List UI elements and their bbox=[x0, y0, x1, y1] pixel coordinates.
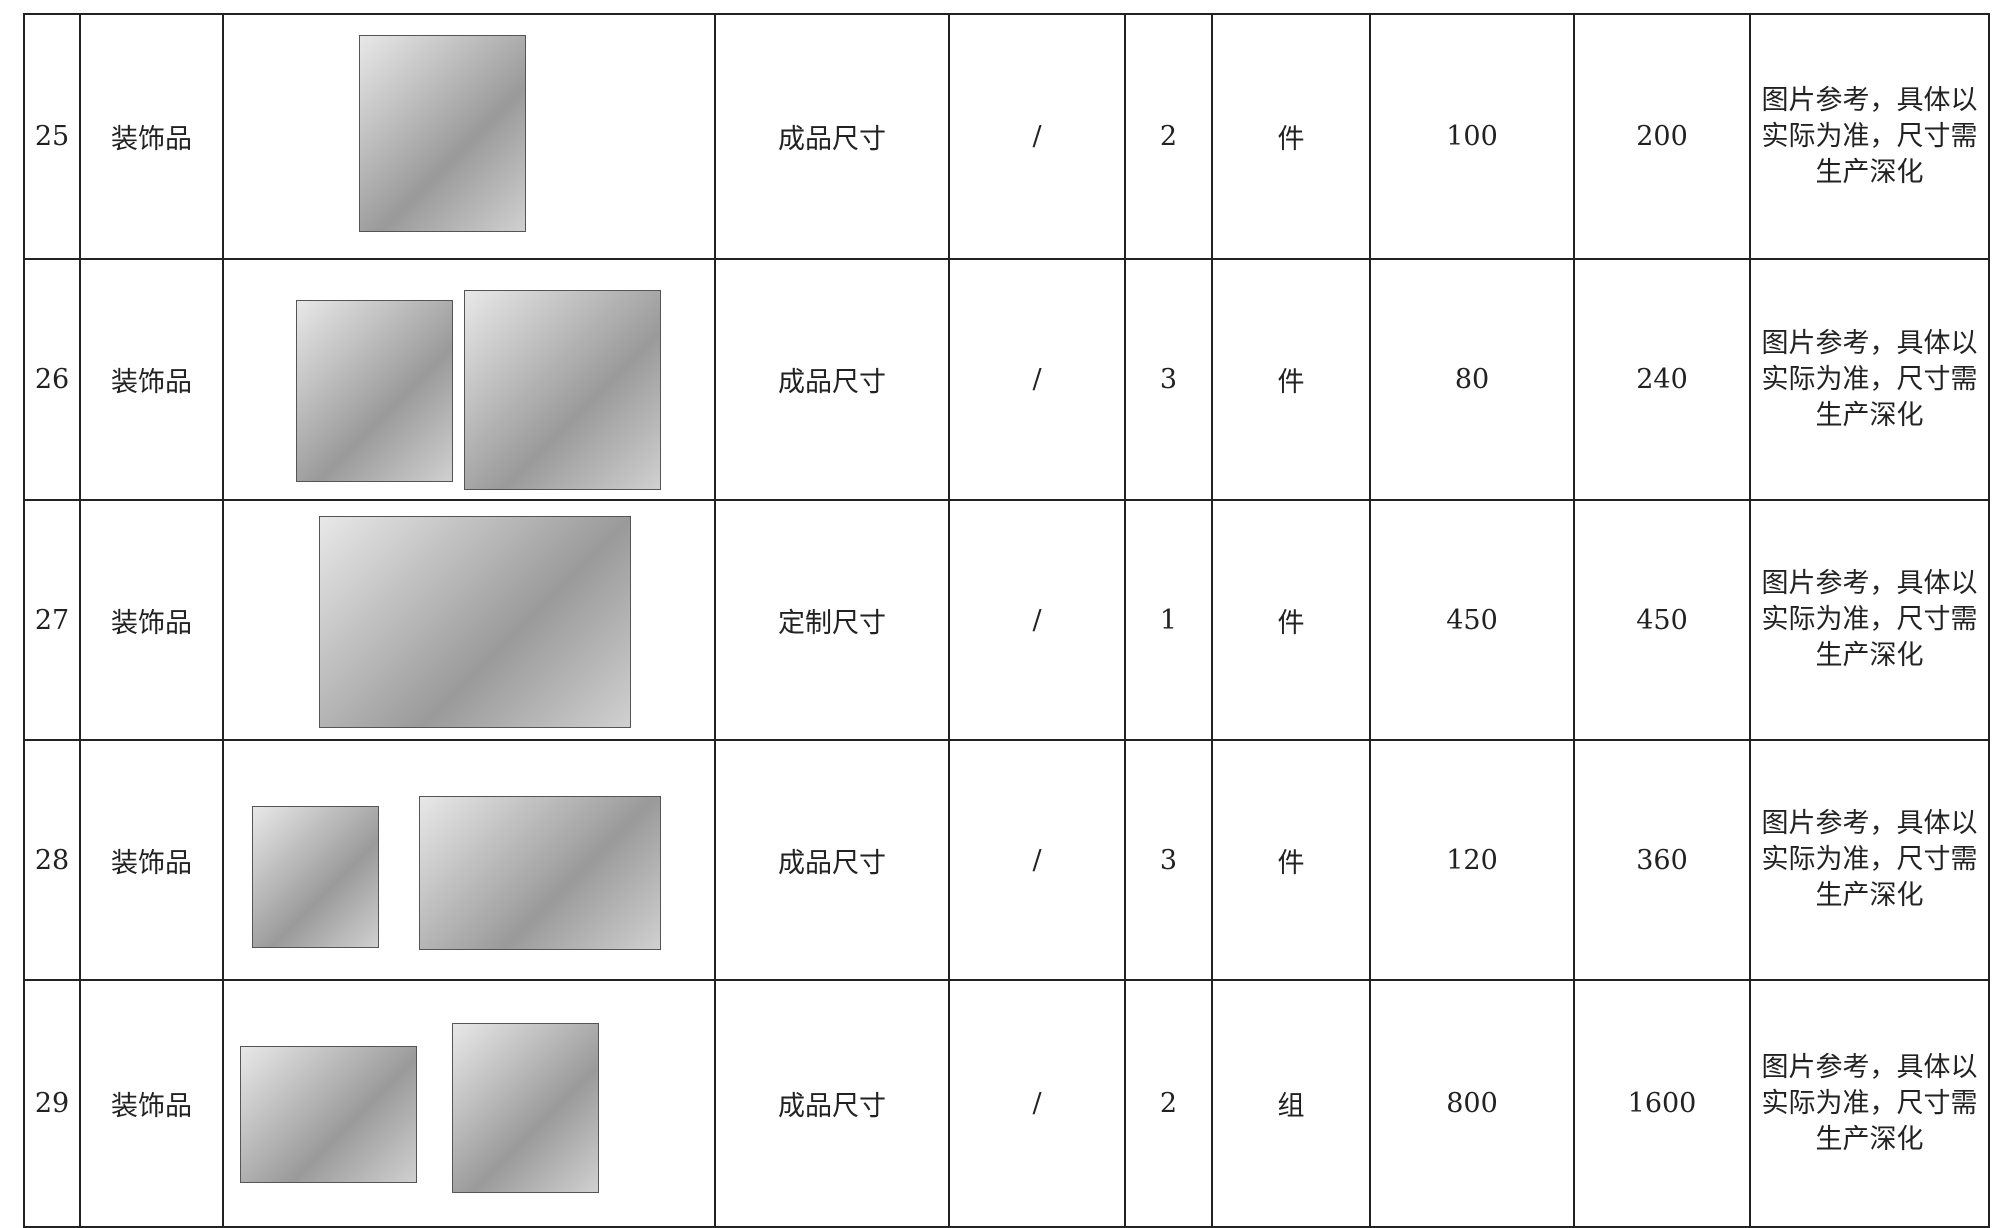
row-number: 26 bbox=[23, 258, 81, 501]
unit: 件 bbox=[1211, 13, 1371, 260]
spec: / bbox=[948, 258, 1126, 501]
unit-price: 100 bbox=[1369, 13, 1575, 260]
item-name: 装饰品 bbox=[79, 13, 224, 260]
image-group bbox=[225, 742, 713, 978]
spec: / bbox=[948, 979, 1126, 1228]
note: 图片参考，具体以实际为准，尺寸需生产深化 bbox=[1749, 979, 1990, 1228]
image-cell bbox=[222, 13, 716, 260]
item-name: 装饰品 bbox=[79, 739, 224, 981]
table-row: 27 装饰品 定制尺寸/1 件 450 450 图片参考，具体以实际为准，尺寸需生产深化 bbox=[23, 499, 1990, 741]
image-cell bbox=[222, 739, 716, 981]
item-name: 装饰品 bbox=[79, 979, 224, 1228]
row-number: 29 bbox=[23, 979, 81, 1228]
total-price: 360 bbox=[1573, 739, 1751, 981]
size: 成品尺寸 bbox=[714, 13, 950, 260]
image-cell bbox=[222, 979, 716, 1228]
photo bbox=[240, 1046, 417, 1183]
table-row: 28 装饰品 成品尺寸/3 件 120 360 图片参考，具体以实际为准，尺寸需生产深化 bbox=[23, 739, 1990, 981]
photo bbox=[464, 290, 661, 490]
unit-price: 80 bbox=[1369, 258, 1575, 501]
note: 图片参考，具体以实际为准，尺寸需生产深化 bbox=[1749, 739, 1990, 981]
unit: 件 bbox=[1211, 258, 1371, 501]
total-price: 200 bbox=[1573, 13, 1751, 260]
size: 成品尺寸 bbox=[714, 739, 950, 981]
quantity: 1 bbox=[1124, 499, 1213, 741]
item-name: 装饰品 bbox=[79, 258, 224, 501]
size: 成品尺寸 bbox=[714, 979, 950, 1228]
quantity: 3 bbox=[1124, 739, 1213, 981]
unit-price: 120 bbox=[1369, 739, 1575, 981]
image-group bbox=[225, 982, 713, 1225]
unit: 组 bbox=[1211, 979, 1371, 1228]
unit: 件 bbox=[1211, 739, 1371, 981]
note: 图片参考，具体以实际为准，尺寸需生产深化 bbox=[1749, 258, 1990, 501]
size: 定制尺寸 bbox=[714, 499, 950, 741]
item-table: 25 装饰品 成品尺寸/2 件 100 200 图片参考，具体以实际为准，尺寸需生产深化 26… bbox=[23, 13, 1990, 1228]
note: 图片参考，具体以实际为准，尺寸需生产深化 bbox=[1749, 499, 1990, 741]
image-group bbox=[225, 502, 713, 738]
total-price: 450 bbox=[1573, 499, 1751, 741]
photo bbox=[359, 35, 526, 232]
table-row: 26 装饰品 成品尺寸/3 件 80 240 图片参考，具体以实际为准，尺寸需生产深化 bbox=[23, 258, 1990, 501]
note: 图片参考，具体以实际为准，尺寸需生产深化 bbox=[1749, 13, 1990, 260]
total-price: 1600 bbox=[1573, 979, 1751, 1228]
photo bbox=[452, 1023, 599, 1193]
spec: / bbox=[948, 739, 1126, 981]
row-number: 25 bbox=[23, 13, 81, 260]
spec: / bbox=[948, 13, 1126, 260]
row-number: 28 bbox=[23, 739, 81, 981]
unit-price: 450 bbox=[1369, 499, 1575, 741]
image-group bbox=[225, 261, 713, 498]
table-row: 29 装饰品 成品尺寸/2 组 800 1600 图片参考，具体以实际为准，尺寸需生产深化 bbox=[23, 979, 1990, 1228]
row-number: 27 bbox=[23, 499, 81, 741]
photo bbox=[296, 300, 453, 482]
image-group bbox=[225, 16, 713, 257]
quantity: 2 bbox=[1124, 979, 1213, 1228]
table-body: 25 装饰品 成品尺寸/2 件 100 200 图片参考，具体以实际为准，尺寸需生产深化 26… bbox=[23, 13, 1990, 1228]
quantity: 3 bbox=[1124, 258, 1213, 501]
spec: / bbox=[948, 499, 1126, 741]
unit-price: 800 bbox=[1369, 979, 1575, 1228]
quantity: 2 bbox=[1124, 13, 1213, 260]
image-cell bbox=[222, 499, 716, 741]
photo bbox=[419, 796, 661, 950]
unit: 件 bbox=[1211, 499, 1371, 741]
image-cell bbox=[222, 258, 716, 501]
total-price: 240 bbox=[1573, 258, 1751, 501]
photo bbox=[252, 806, 379, 948]
table-row: 25 装饰品 成品尺寸/2 件 100 200 图片参考，具体以实际为准，尺寸需生产深化 bbox=[23, 13, 1990, 260]
photo bbox=[319, 516, 631, 728]
item-name: 装饰品 bbox=[79, 499, 224, 741]
size: 成品尺寸 bbox=[714, 258, 950, 501]
